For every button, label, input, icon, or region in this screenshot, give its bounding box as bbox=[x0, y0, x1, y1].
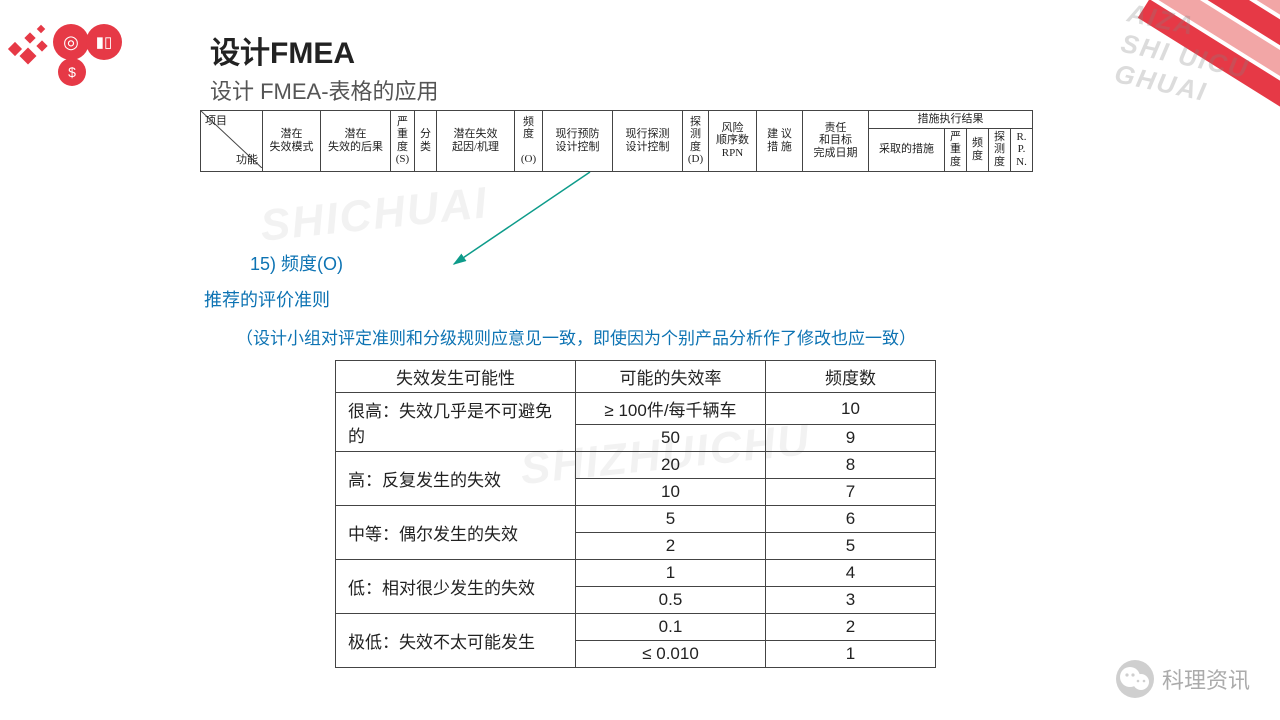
table-header-row: 失效发生可能性 可能的失效率 频度数 bbox=[336, 361, 936, 393]
corner-stripes bbox=[1117, 0, 1280, 147]
diamond-dots-icon bbox=[8, 18, 56, 66]
hcol: 频度(O) bbox=[515, 111, 543, 172]
hcol: 潜在失效起因/机理 bbox=[437, 111, 515, 172]
rate-cell: ≥ 100件/每千辆车 bbox=[576, 393, 766, 425]
hcol: 严重度 bbox=[945, 128, 967, 171]
wechat-icon bbox=[1116, 660, 1154, 698]
table-row: 极低：失效不太可能发生0.12 bbox=[336, 614, 936, 641]
likelihood-cell: 低：相对很少发生的失效 bbox=[336, 560, 576, 614]
score-cell: 3 bbox=[766, 587, 936, 614]
score-cell: 8 bbox=[766, 452, 936, 479]
criteria-note: （设计小组对评定准则和分级规则应意见一致，即使因为个别产品分析作了修改也应一致） bbox=[236, 324, 916, 349]
title-block: 设计FMEA 设计 FMEA-表格的应用 bbox=[210, 28, 439, 106]
hcol: 风险顺序数 RPN bbox=[709, 111, 757, 172]
hcol: 采取的措施 bbox=[869, 128, 945, 171]
section-text: 15) 频度(O) 推荐的评价准则 （设计小组对评定准则和分级规则应意见一致，即… bbox=[250, 250, 916, 349]
rate-cell: 20 bbox=[576, 452, 766, 479]
table-row: 中等：偶尔发生的失效56 bbox=[336, 506, 936, 533]
likelihood-cell: 中等：偶尔发生的失效 bbox=[336, 506, 576, 560]
rate-cell: 10 bbox=[576, 479, 766, 506]
col-header: 频度数 bbox=[766, 361, 936, 393]
hcol: 探测度 bbox=[989, 128, 1011, 171]
target-icon: ◎ bbox=[53, 24, 89, 60]
rate-cell: 1 bbox=[576, 560, 766, 587]
hcol: 分类 bbox=[415, 111, 437, 172]
hcol: 建 议措 施 bbox=[757, 111, 803, 172]
rate-cell: 2 bbox=[576, 533, 766, 560]
hcol: 现行预防设计控制 bbox=[543, 111, 613, 172]
col-header: 可能的失效率 bbox=[576, 361, 766, 393]
rate-cell: 0.1 bbox=[576, 614, 766, 641]
hcol: R.P.N. bbox=[1011, 128, 1033, 171]
rate-cell: ≤ 0.010 bbox=[576, 641, 766, 668]
score-cell: 1 bbox=[766, 641, 936, 668]
diag-bottom-label: 功能 bbox=[236, 154, 258, 167]
score-cell: 7 bbox=[766, 479, 936, 506]
wechat-footer: 科理资讯 bbox=[1116, 660, 1250, 698]
rate-cell: 0.5 bbox=[576, 587, 766, 614]
score-cell: 10 bbox=[766, 393, 936, 425]
likelihood-cell: 高：反复发生的失效 bbox=[336, 452, 576, 506]
score-cell: 5 bbox=[766, 533, 936, 560]
hcol: 潜在失效模式 bbox=[263, 111, 321, 172]
criteria-label: 推荐的评价准则 bbox=[204, 286, 916, 312]
likelihood-cell: 极低：失效不太可能发生 bbox=[336, 614, 576, 668]
table-row: 高：反复发生的失效208 bbox=[336, 452, 936, 479]
point-number: 15) 频度(O) bbox=[250, 250, 916, 276]
moneybag-icon: $ bbox=[58, 58, 86, 86]
watermark: AIZASHI UICUGHUAI bbox=[1112, 0, 1259, 116]
hcol: 探测度(D) bbox=[683, 111, 709, 172]
hcol: 潜在失效的后果 bbox=[321, 111, 391, 172]
hcol: 现行探测设计控制 bbox=[613, 111, 683, 172]
hcol: 严重度(S) bbox=[391, 111, 415, 172]
rate-cell: 5 bbox=[576, 506, 766, 533]
watermark: SHICHUAI bbox=[258, 178, 491, 252]
col-header: 失效发生可能性 bbox=[336, 361, 576, 393]
diag-top-label: 项目 bbox=[205, 115, 227, 128]
result-group-header: 措施执行结果 bbox=[869, 111, 1033, 129]
hcol: 责任和目标完成日期 bbox=[803, 111, 869, 172]
score-cell: 2 bbox=[766, 614, 936, 641]
item-function-cell: 项目 功能 bbox=[201, 111, 263, 172]
occurrence-rating-table: 失效发生可能性 可能的失效率 频度数 很高：失效几乎是不可避免的≥ 100件/每… bbox=[335, 360, 936, 668]
channel-name: 科理资讯 bbox=[1162, 663, 1250, 695]
fmea-header-table: 项目 功能 潜在失效模式 潜在失效的后果 严重度(S) 分类 潜在失效起因/机理… bbox=[200, 110, 1033, 172]
hcol: 频度 bbox=[967, 128, 989, 171]
score-cell: 6 bbox=[766, 506, 936, 533]
presentation-icon: ▮▯ bbox=[86, 24, 122, 60]
table-row: 低：相对很少发生的失效14 bbox=[336, 560, 936, 587]
score-cell: 4 bbox=[766, 560, 936, 587]
likelihood-cell: 很高：失效几乎是不可避免的 bbox=[336, 393, 576, 452]
table-row: 很高：失效几乎是不可避免的≥ 100件/每千辆车10 bbox=[336, 393, 936, 425]
corner-decoration: ◎ ▮▯ $ bbox=[8, 18, 122, 66]
page-title: 设计FMEA bbox=[210, 28, 439, 72]
score-cell: 9 bbox=[766, 425, 936, 452]
page-subtitle: 设计 FMEA-表格的应用 bbox=[210, 74, 439, 106]
rate-cell: 50 bbox=[576, 425, 766, 452]
